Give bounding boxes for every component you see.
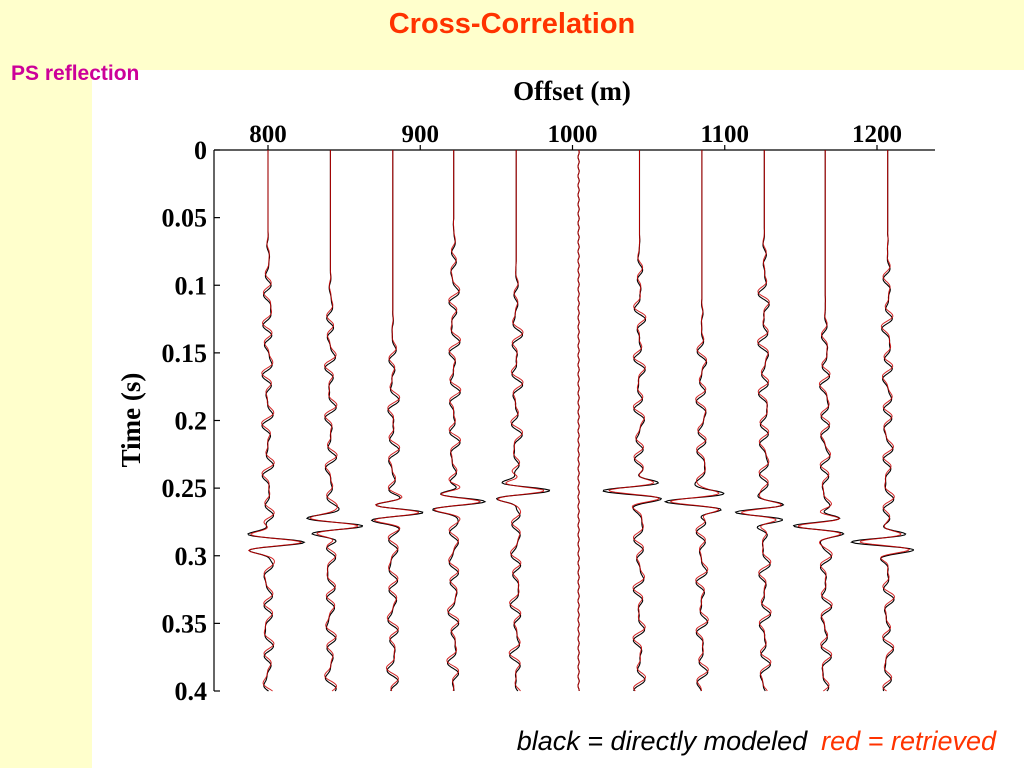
y-axis-label: Time (s) [116, 373, 146, 468]
x-tick-label: 1100 [700, 121, 749, 148]
retrieved-trace [859, 150, 911, 692]
retrieved-trace [433, 150, 482, 692]
axes: 800 900 1000 1100 1200 0 0.05 0.1 0.15 0.2 0.25 0.3… [162, 121, 935, 706]
modeled-trace [792, 150, 845, 692]
y-tick-label: 0 [194, 136, 207, 165]
x-tick-label: 900 [402, 121, 440, 148]
retrieved-trace [741, 150, 783, 692]
retrieved-trace [497, 150, 544, 692]
x-axis-label: Offset (m) [513, 76, 631, 106]
figure-panel [92, 70, 1024, 768]
slide-title: Cross-Correlation [388, 8, 636, 40]
modeled-trace [663, 150, 725, 692]
left-band [0, 0, 92, 768]
modeled-trace [602, 150, 662, 691]
title-band [0, 0, 1024, 70]
modeled-trace [247, 150, 306, 692]
color-legend: black = directly modeled red = retrieved [517, 726, 996, 757]
retrieved-trace [373, 150, 420, 692]
x-tick-label: 800 [249, 121, 287, 148]
modeled-trace [370, 150, 424, 692]
y-tick-label: 0.05 [162, 204, 208, 233]
x-tick-label: 1200 [852, 121, 902, 148]
slide-subtitle: PS reflection [11, 62, 140, 85]
modeled-trace [734, 150, 785, 692]
y-tick-label: 0.15 [162, 339, 208, 368]
modeled-trace [495, 150, 551, 692]
retrieved-trace [247, 150, 303, 692]
y-tick-label: 0.1 [175, 271, 208, 300]
retrieved-trace [608, 150, 660, 692]
y-tick-label: 0.2 [175, 407, 208, 436]
modeled-trace [850, 150, 914, 692]
y-tick-label: 0.25 [162, 474, 208, 503]
legend-black-entry: black = directly modeled [516, 726, 808, 756]
retrieved-trace [309, 150, 359, 692]
y-tick-label: 0.3 [175, 542, 208, 571]
retrieved-trace [577, 149, 580, 692]
legend-red-entry: red = retrieved [821, 726, 996, 756]
modeled-trace [432, 150, 487, 691]
traces [247, 149, 914, 692]
y-tick-label: 0.35 [162, 609, 208, 638]
modeled-trace [305, 150, 364, 692]
retrieved-trace [797, 150, 842, 692]
retrieved-trace [669, 150, 720, 692]
y-tick-label: 0.4 [175, 677, 208, 706]
x-tick-label: 1000 [548, 121, 598, 148]
